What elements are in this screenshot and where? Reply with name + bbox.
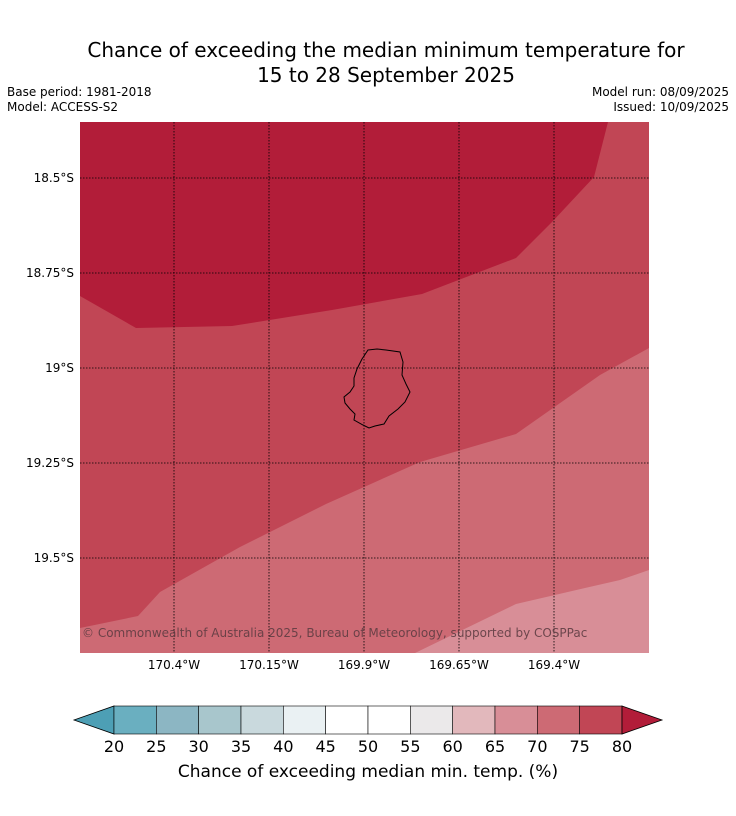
colorbar-segment [579, 705, 623, 735]
meta-right: Model run: 08/09/2025 Issued: 10/09/2025 [592, 85, 729, 115]
lat-label-19-25: 19.25°S [26, 456, 74, 470]
map-title: Chance of exceeding the median minimum t… [0, 38, 736, 88]
lon-label-169-9: 169.9°W [337, 658, 391, 672]
colorbar-tick-label: 40 [273, 737, 294, 756]
colorbar-segment [113, 705, 157, 735]
colorbar-tick-label: 50 [357, 737, 379, 756]
colorbar-segment [367, 705, 411, 735]
lon-label-169-4: 169.4°W [527, 658, 581, 672]
colorbar-tick-label: 80 [611, 737, 633, 756]
issued-date: Issued: 10/09/2025 [613, 100, 729, 114]
lat-label-18-5: 18.5°S [33, 171, 74, 185]
colorbar [72, 704, 664, 736]
copyright-notice: © Commonwealth of Australia 2025, Bureau… [82, 626, 588, 640]
colorbar-tick-label: 60 [442, 737, 463, 756]
colorbar-segment [156, 705, 199, 735]
colorbar-segment [240, 705, 284, 735]
island-coastline [343, 348, 411, 429]
colorbar-segment [410, 705, 453, 735]
colorbar-tick-label: 70 [527, 737, 548, 756]
colorbar-label: Chance of exceeding median min. temp. (%… [177, 762, 559, 782]
title-line-2: 15 to 28 September 2025 [257, 63, 515, 87]
zone-80-plus [80, 122, 608, 328]
colorbar-segment [325, 705, 369, 735]
colorbar-segment [452, 705, 496, 735]
colorbar-tick-label: 30 [188, 737, 209, 756]
colorbar-tick-label: 55 [400, 737, 421, 756]
colorbar-segment [537, 705, 580, 735]
colorbar-under-arrow [72, 705, 115, 735]
lon-label-170-4: 170.4°W [147, 658, 201, 672]
colorbar-segment [494, 705, 538, 735]
map-panel: © Commonwealth of Australia 2025, Bureau… [80, 122, 649, 653]
colorbar-segment [198, 705, 242, 735]
model-run: Model run: 08/09/2025 [591, 85, 729, 99]
colorbar-tick-label: 45 [315, 737, 336, 756]
lon-label-169-65: 169.65°W [429, 658, 489, 672]
colorbar-svg [72, 705, 664, 735]
meta-left: Base period: 1981-2018 Model: ACCESS-S2 [7, 85, 152, 115]
title-line-1: Chance of exceeding the median minimum t… [87, 38, 685, 62]
model-name: Model: ACCESS-S2 [7, 100, 119, 114]
colorbar-tick-label: 25 [146, 737, 167, 756]
lat-label-18-75: 18.75°S [26, 266, 74, 280]
map-svg [80, 122, 649, 653]
colorbar-tick-label: 35 [230, 737, 252, 756]
lat-label-19: 19°S [45, 361, 74, 375]
graticule [80, 122, 649, 653]
colorbar-over-arrow [621, 705, 664, 735]
colorbar-segment [283, 705, 326, 735]
lat-label-19-5: 19.5°S [33, 551, 74, 565]
colorbar-tick-label: 75 [569, 737, 590, 756]
colorbar-tick-label: 20 [103, 737, 125, 756]
lon-label-170-15: 170.15°W [239, 658, 299, 672]
zone-65-70 [415, 570, 649, 653]
colorbar-tick-label: 65 [484, 737, 506, 756]
base-period: Base period: 1981-2018 [7, 85, 152, 99]
